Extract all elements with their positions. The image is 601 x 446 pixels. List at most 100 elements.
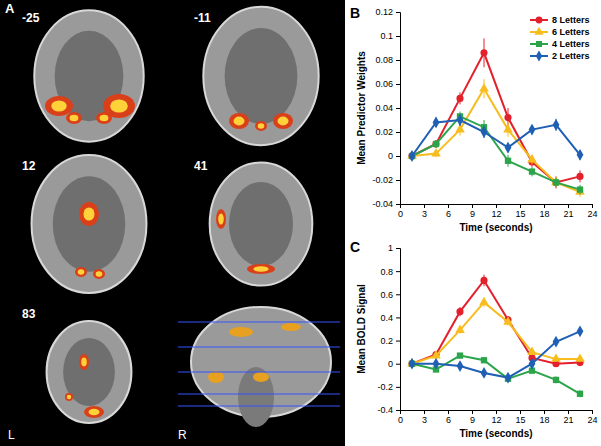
marker <box>505 372 512 384</box>
tick-label: 6 <box>446 209 451 219</box>
y-axis-title: Mean BOLD Signal <box>356 284 367 374</box>
marker <box>409 358 416 370</box>
panel-label: C <box>350 239 360 255</box>
panel-label: B <box>350 5 360 21</box>
legend-marker <box>536 17 543 24</box>
activation-core <box>253 266 268 272</box>
activation <box>84 406 104 418</box>
marker <box>505 158 511 164</box>
panel-a: -25-11124183ALR <box>0 0 345 446</box>
marker <box>505 142 512 154</box>
legend-label: 4 Letters <box>552 39 590 49</box>
activation <box>93 269 105 279</box>
brain-outline <box>203 7 318 145</box>
tick: 21 <box>563 410 573 425</box>
activation <box>75 267 87 277</box>
marker <box>553 179 559 185</box>
activation <box>273 113 293 129</box>
tick: 18 <box>539 410 549 425</box>
slice-label: 83 <box>22 307 36 321</box>
brainstem <box>238 367 274 427</box>
marker <box>481 357 487 363</box>
marker <box>575 354 585 362</box>
brain-outline <box>32 155 147 293</box>
activation <box>79 202 99 226</box>
marker <box>577 325 584 337</box>
tick-label: 0.4 <box>380 313 393 323</box>
series <box>407 79 585 197</box>
tick-label: -0.02 <box>372 175 393 185</box>
figure: -25-11124183ALRB03691215182124-0.04-0.02… <box>0 0 601 446</box>
legend-marker <box>536 41 542 47</box>
tick: 1 <box>388 243 400 253</box>
activation-core <box>70 115 79 122</box>
tick-label: 9 <box>470 209 475 219</box>
tick-label: 0 <box>398 415 403 425</box>
tick-label: 0.6 <box>380 290 393 300</box>
tick: 9 <box>470 204 475 219</box>
activation <box>79 354 89 370</box>
tick-label: 0.08 <box>375 55 393 65</box>
slice-label: 12 <box>22 159 36 173</box>
tick: 0 <box>398 410 403 425</box>
tick-label: -0.2 <box>377 382 393 392</box>
activation-core <box>67 395 71 399</box>
y-axis: -0.4-0.200.20.40.60.81 <box>377 243 400 415</box>
tick-mark <box>396 84 400 85</box>
activation-core <box>81 358 87 367</box>
tick-mark <box>496 204 497 208</box>
tick-mark <box>592 204 593 208</box>
marker <box>553 377 559 383</box>
marker <box>432 140 439 147</box>
marker <box>479 83 489 91</box>
tick: 6 <box>446 410 451 425</box>
tick-mark <box>396 341 400 342</box>
series <box>407 297 585 367</box>
tick: 18 <box>539 204 549 219</box>
tick: 3 <box>422 204 427 219</box>
panel-a-background <box>0 0 345 446</box>
tick-mark <box>396 294 400 295</box>
tick-mark <box>424 410 425 414</box>
activation-core <box>89 409 100 416</box>
brain-interior <box>225 28 298 124</box>
tick-label: 0.12 <box>375 7 393 17</box>
panel-label: A <box>5 1 15 16</box>
tick-label: 3 <box>422 415 427 425</box>
activation-core <box>234 117 245 126</box>
tick: 12 <box>491 410 501 425</box>
slice-label: -11 <box>194 11 211 25</box>
side-label: R <box>178 428 187 442</box>
activation <box>281 323 301 331</box>
tick-mark <box>396 364 400 365</box>
marker <box>480 49 487 56</box>
tick-label: 3 <box>422 209 427 219</box>
marker <box>529 124 536 136</box>
tick: 15 <box>515 410 525 425</box>
tick-label: 15 <box>515 209 525 219</box>
marker <box>481 126 488 138</box>
axis-line <box>401 411 593 415</box>
tick: -0.4 <box>377 405 400 415</box>
brain-slice: 12 <box>22 155 146 293</box>
activation <box>255 121 267 131</box>
marker <box>457 114 464 126</box>
tick-mark <box>568 410 569 414</box>
tick-label: 21 <box>563 415 573 425</box>
tick-mark <box>396 387 400 388</box>
activation-core <box>258 123 265 129</box>
tick: 0.8 <box>380 267 400 277</box>
tick-label: 21 <box>563 209 573 219</box>
tick-mark <box>396 317 400 318</box>
brain-outline <box>47 321 132 423</box>
brain-outline <box>34 10 143 141</box>
tick-mark <box>544 410 545 414</box>
series <box>409 114 584 162</box>
tick-mark <box>472 410 473 414</box>
tick-label: 1 <box>388 243 393 253</box>
tick-mark <box>396 156 400 157</box>
axis-line <box>401 205 593 209</box>
tick-mark <box>396 12 400 13</box>
marker <box>479 297 489 305</box>
tick: -0.04 <box>372 199 400 209</box>
